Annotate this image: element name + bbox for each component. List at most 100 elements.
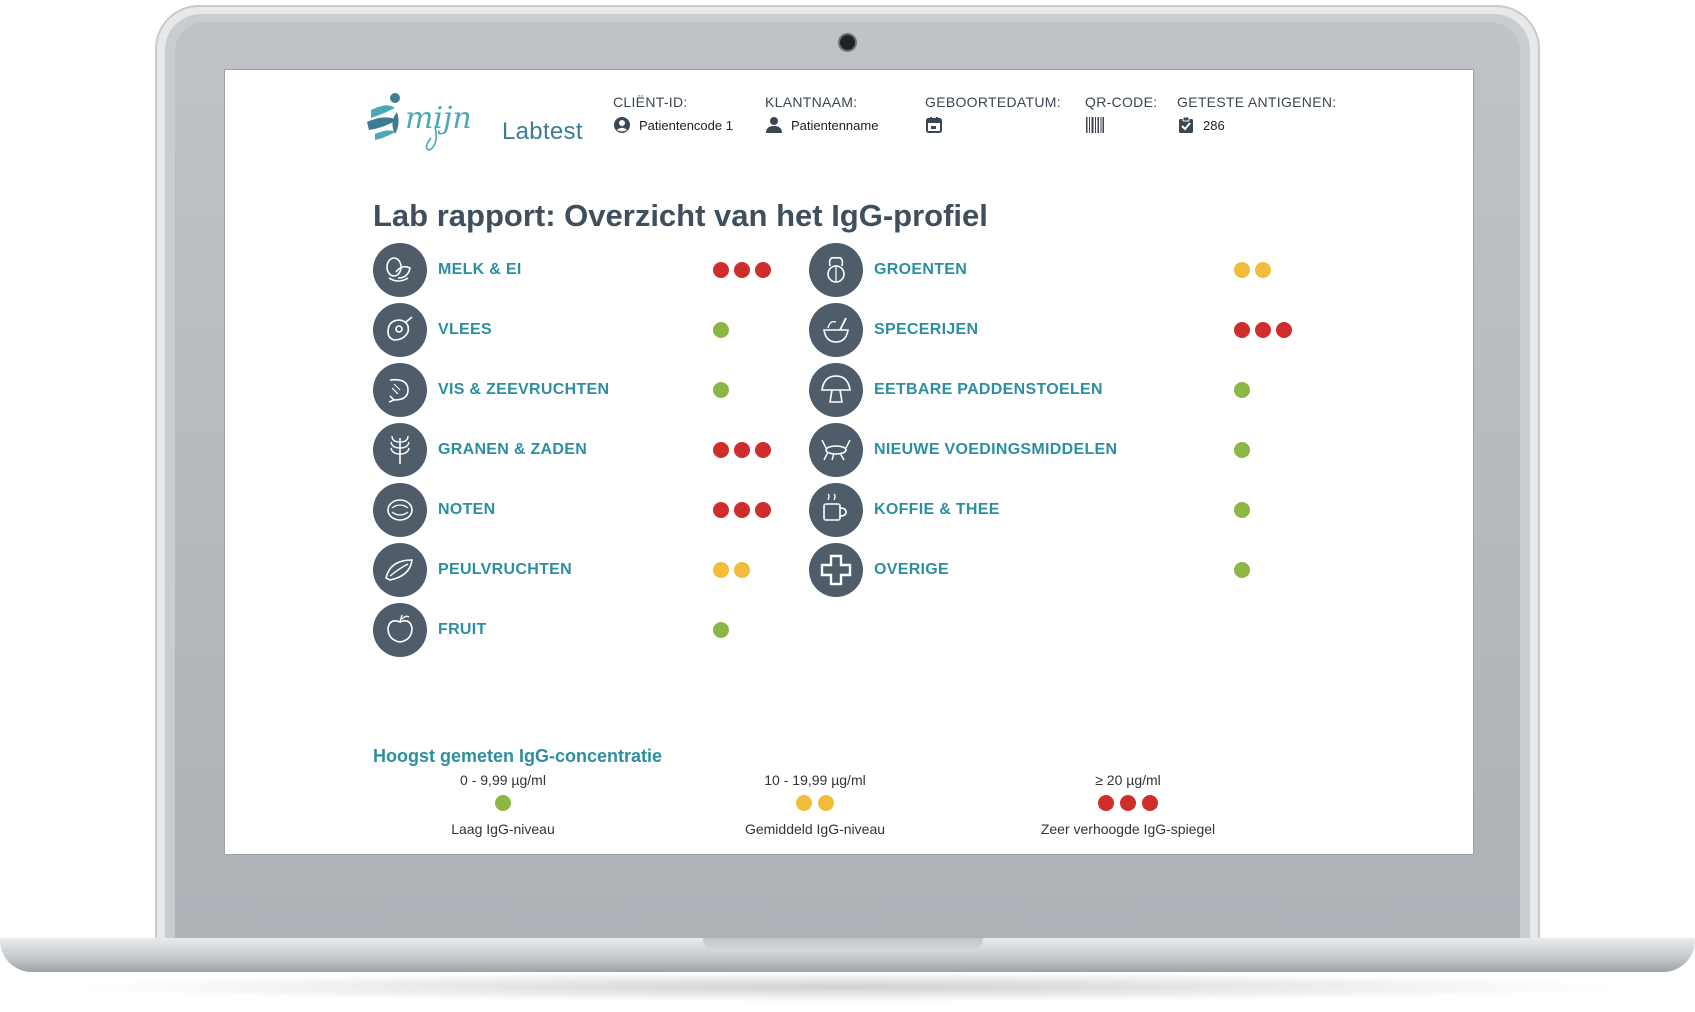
nut-icon [373, 483, 427, 537]
category-label: KOFFIE & THEE [874, 501, 1000, 518]
level-dot [1142, 795, 1158, 811]
level-dot [1276, 322, 1292, 338]
level-dot [713, 262, 729, 278]
logo-script: mijn [405, 101, 472, 136]
category-left-3: GRANEN & ZADEN [373, 423, 587, 477]
level-dot [755, 502, 771, 518]
antigens-label: GETESTE ANTIGENEN: [1177, 94, 1337, 110]
client-name-label: KLANTNAAM: [765, 94, 858, 110]
igg-level-indicator [1234, 502, 1250, 518]
level-dot [1255, 262, 1271, 278]
level-dot [713, 502, 729, 518]
page-title: Lab rapport: Overzicht van het IgG-profi… [373, 198, 988, 233]
legend-name: Laag IgG-niveau [451, 821, 555, 837]
category-right-4: KOFFIE & THEE [809, 483, 1000, 537]
category-right-5: OVERIGE [809, 543, 949, 597]
cup-icon [809, 483, 863, 537]
level-dot [1120, 795, 1136, 811]
laptop-shadow [60, 972, 1635, 1002]
client-id-label: CLIËNT-ID: [613, 94, 688, 110]
level-dot [734, 562, 750, 578]
laptop-notch [703, 938, 983, 952]
category-label: EETBARE PADDENSTOELEN [874, 381, 1103, 398]
legend-range: 0 - 9,99 µg/ml [460, 772, 546, 788]
legend-name: Gemiddeld IgG-niveau [744, 821, 886, 837]
calendar-icon [926, 117, 942, 133]
category-label: PEULVRUCHTEN [438, 561, 572, 578]
birthdate-label: GEBOORTEDATUM: [925, 94, 1061, 110]
qr-code-block: QR-CODE: [1085, 94, 1157, 134]
category-right-3: NIEUWE VOEDINGSMIDDELEN [809, 423, 1117, 477]
igg-level-indicator [1234, 442, 1250, 458]
person-icon [766, 117, 782, 133]
legend-dots [685, 795, 945, 811]
category-label: MELK & EI [438, 261, 522, 278]
category-right-2: EETBARE PADDENSTOELEN [809, 363, 1103, 417]
legend-dots [998, 795, 1258, 811]
level-dot [1234, 562, 1250, 578]
account-circle-icon [614, 117, 630, 133]
legend-item: 10 - 19,99 µg/ml Gemiddeld IgG-niveau [685, 772, 945, 837]
legume-icon [373, 543, 427, 597]
qr-code-label: QR-CODE: [1085, 94, 1158, 110]
logo-text: Labtest [502, 118, 583, 145]
category-label: GRANEN & ZADEN [438, 441, 588, 458]
category-left-5: PEULVRUCHTEN [373, 543, 572, 597]
level-dot [1255, 322, 1271, 338]
legend-name: Zeer verhoogde IgG-spiegel [1040, 821, 1216, 837]
level-dot [755, 442, 771, 458]
category-label: FRUIT [438, 621, 487, 638]
igg-level-indicator [713, 622, 729, 638]
grain-icon [373, 423, 427, 477]
igg-level-indicator [1234, 262, 1271, 278]
category-label: GROENTEN [874, 261, 968, 278]
barcode-icon [1086, 117, 1104, 133]
level-dot [796, 795, 812, 811]
mushroom-icon [809, 363, 863, 417]
level-dot [1234, 262, 1250, 278]
legend-item: 0 - 9,99 µg/ml Laag IgG-niveau [373, 772, 633, 837]
birthdate-block: GEBOORTEDATUM: [925, 94, 1061, 134]
category-left-2: VIS & ZEEVRUCHTEN [373, 363, 609, 417]
level-dot [713, 622, 729, 638]
level-dot [1234, 382, 1250, 398]
category-left-0: MELK & EI [373, 243, 522, 297]
igg-level-indicator [713, 502, 771, 518]
legend-range: 10 - 19,99 µg/ml [764, 772, 866, 788]
level-dot [713, 382, 729, 398]
report-screen: mijn Labtest CLIËNT-ID: Patientencode 1 … [224, 69, 1474, 855]
level-dot [1234, 442, 1250, 458]
category-label: VLEES [438, 321, 492, 338]
legend-dots [373, 795, 633, 811]
level-dot [495, 795, 511, 811]
level-dot [713, 322, 729, 338]
category-label: NOTEN [438, 501, 496, 518]
egg-icon [373, 243, 427, 297]
client-id-value: Patientencode 1 [639, 117, 733, 133]
category-label: VIS & ZEEVRUCHTEN [438, 381, 610, 398]
client-id-block: CLIËNT-ID: Patientencode 1 [613, 94, 733, 134]
legend-item: ≥ 20 µg/ml Zeer verhoogde IgG-spiegel [998, 772, 1258, 837]
igg-level-indicator [713, 562, 750, 578]
igg-level-indicator [1234, 382, 1250, 398]
category-label: OVERIGE [874, 561, 950, 578]
antigens-value: 286 [1203, 117, 1225, 133]
spice-icon [809, 303, 863, 357]
meat-icon [373, 303, 427, 357]
logo[interactable]: mijn Labtest [365, 88, 595, 154]
shrimp-icon [373, 363, 427, 417]
igg-level-indicator [1234, 562, 1250, 578]
level-dot [713, 442, 729, 458]
cross-icon [809, 543, 863, 597]
igg-level-indicator [1234, 322, 1292, 338]
level-dot [734, 262, 750, 278]
client-name-block: KLANTNAAM: Patientenname [765, 94, 878, 134]
igg-level-indicator [713, 442, 771, 458]
level-dot [734, 502, 750, 518]
webcam [840, 35, 855, 50]
client-name-value: Patientenname [791, 117, 879, 133]
logo-icon: mijn [367, 93, 472, 151]
cricket-icon [809, 423, 863, 477]
category-label: SPECERIJEN [874, 321, 979, 338]
category-right-1: SPECERIJEN [809, 303, 978, 357]
